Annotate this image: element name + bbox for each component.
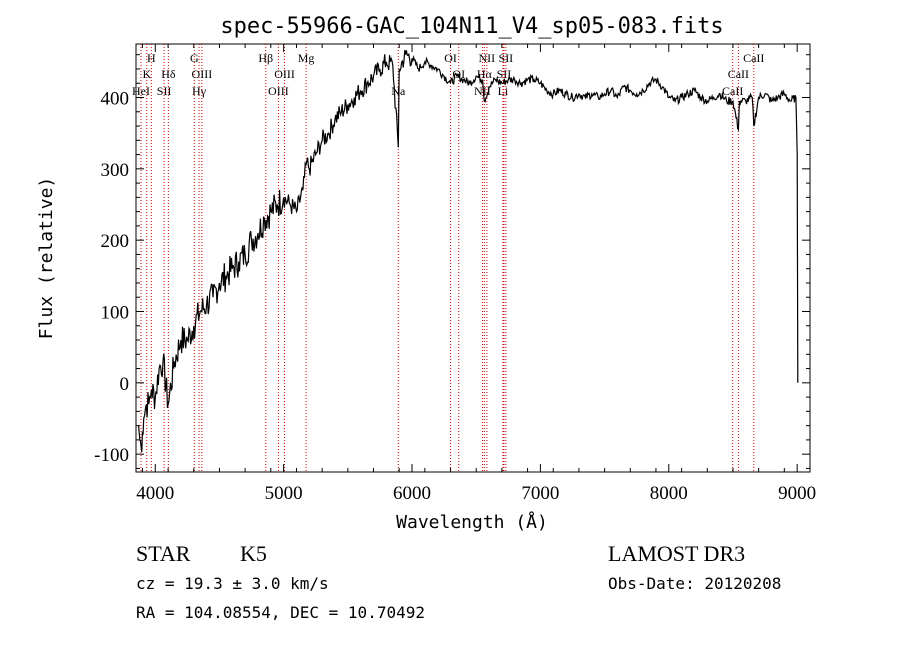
line-label-9: OIII	[268, 84, 289, 98]
line-label-5: G	[190, 51, 199, 65]
x-tick-label-5: 9000	[778, 483, 816, 504]
spectrum-line-0	[138, 49, 799, 453]
coordinates-text: RA = 104.08554, DEC = 10.70492	[136, 603, 425, 622]
line-label-18: Li	[498, 84, 509, 98]
x-tick-label-3: 7000	[521, 483, 559, 504]
y-tick-label-3: 200	[101, 231, 130, 252]
line-label-7: OIII	[192, 67, 213, 81]
line-label-21: CaII	[722, 84, 743, 98]
redshift-text: cz = 19.3 ± 3.0 km/s	[136, 574, 329, 593]
line-label-10: OIII	[274, 67, 295, 81]
line-label-16: Hα	[477, 67, 493, 81]
line-label-4: Hδ	[161, 67, 176, 81]
line-label-6: Hγ	[192, 84, 207, 98]
x-tick-label-1: 5000	[265, 483, 303, 504]
survey-name: LAMOST DR3	[608, 541, 746, 566]
y-axis-label: Flux (relative)	[36, 177, 57, 340]
line-label-23: CaII	[743, 51, 764, 65]
x-tick-label-2: 6000	[393, 483, 431, 504]
line-label-20: SII	[499, 51, 514, 65]
line-label-15: NII	[474, 84, 491, 98]
spectral-line-markers: HeIKHSIIHδGHγOIIIHβOIIIOIIIMgNaOIOINIIHα…	[132, 44, 764, 472]
line-label-8: Hβ	[258, 51, 273, 65]
object-type: STAR	[136, 541, 191, 566]
x-tick-label-4: 8000	[650, 483, 688, 504]
x-axis-label: Wavelength (Å)	[396, 511, 548, 533]
line-label-19: SII	[497, 67, 512, 81]
line-label-13: OI	[444, 51, 457, 65]
x-tick-label-0: 4000	[136, 483, 174, 504]
axis-ticks: 4000 5000 6000 7000 8000 9000 -100 0 100 200 300 40…	[94, 44, 816, 504]
y-tick-label-5: 400	[101, 89, 130, 110]
subclass: K5	[240, 541, 267, 566]
plot-frame	[135, 43, 811, 473]
line-label-3: SII	[157, 84, 172, 98]
line-label-1: K	[142, 67, 151, 81]
line-label-11: Mg	[298, 51, 315, 65]
spectrum-series	[138, 49, 799, 453]
obs-date: Obs-Date: 20120208	[608, 574, 782, 593]
line-label-0: HeI	[132, 84, 150, 98]
chart-title: spec-55966-GAC_104N11_V4_sp05-083.fits	[220, 14, 723, 39]
line-label-17: NII	[479, 51, 496, 65]
y-tick-label-4: 300	[101, 160, 130, 181]
y-tick-label-0: -100	[94, 445, 129, 466]
y-tick-label-1: 0	[120, 374, 130, 395]
y-tick-label-2: 100	[101, 303, 130, 324]
line-label-22: CaII	[728, 67, 749, 81]
line-label-2: H	[147, 51, 156, 65]
